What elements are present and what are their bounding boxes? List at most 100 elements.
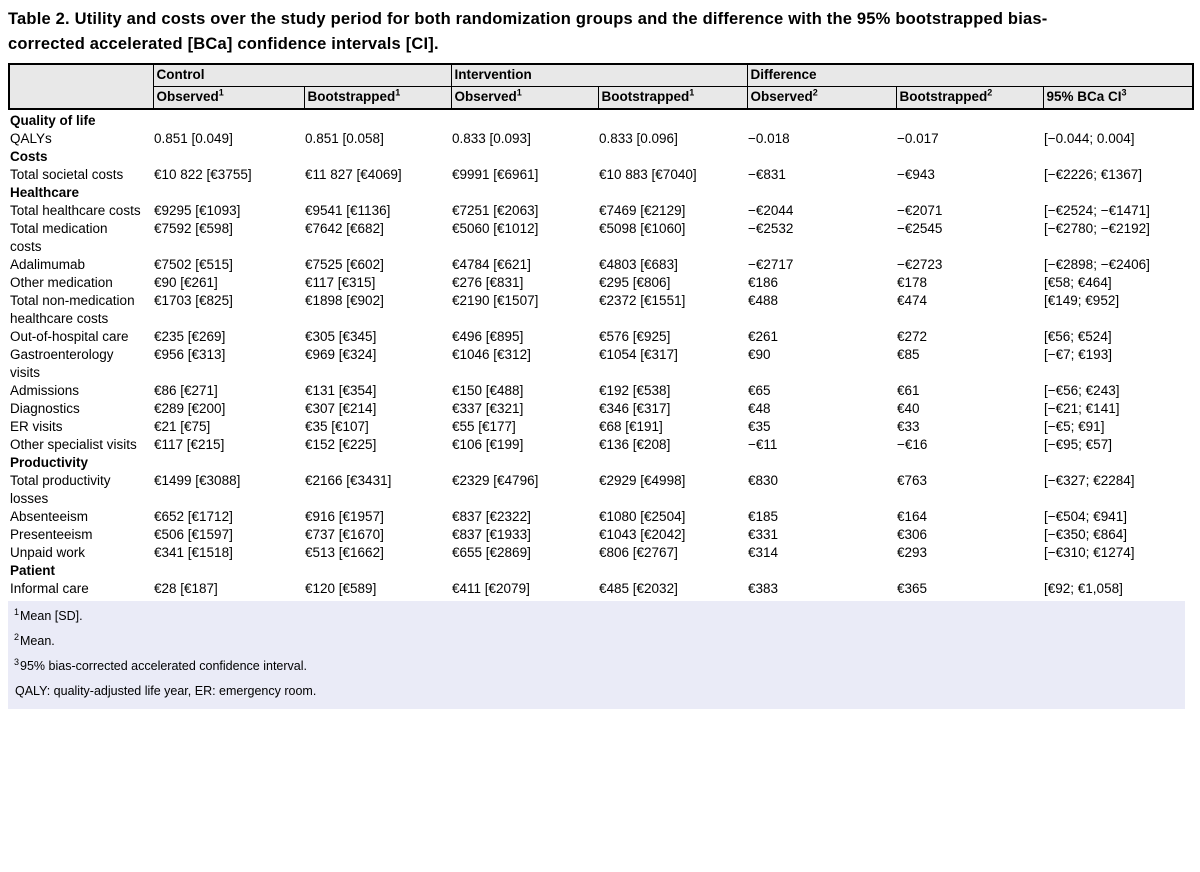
- cell-value: €956 [€313]: [154, 347, 226, 362]
- corner-cell: [8, 63, 154, 110]
- footnote-marker: 2: [812, 87, 818, 98]
- footnote-abbreviations: QALY: quality-adjusted life year, ER: em…: [14, 683, 1185, 700]
- footnote-marker: 1: [14, 606, 20, 617]
- cell-value: €5098 [€1060]: [599, 221, 686, 236]
- sub-header-row: Observed1 Bootstrapped1 Observed1 Bootst…: [9, 86, 1195, 110]
- row-label: Out-of-hospital care: [10, 329, 129, 344]
- col-header-control-observed: Observed1: [152, 86, 305, 110]
- cell-value: €513 [€1662]: [305, 545, 384, 560]
- cell-value: €28 [€187]: [154, 581, 218, 596]
- cell-value: €7525 [€602]: [305, 257, 384, 272]
- cell-value: €969 [€324]: [305, 347, 377, 362]
- cell-value: −€11: [748, 437, 778, 452]
- row-label: Informal care: [10, 581, 89, 596]
- cell-value: [−€7; €193]: [1044, 347, 1112, 362]
- footnote-bca: 395% bias-corrected accelerated confiden…: [14, 657, 1185, 675]
- col-header-label: Bootstrapped: [899, 89, 988, 104]
- table-row: Unpaid work €341 [€1518] €513 [€1662] €655 …: [9, 544, 1193, 562]
- table-row: Presenteeism €506 [€1597] €737 [€1670] €837…: [9, 526, 1193, 544]
- cell-value: −€2717: [748, 257, 794, 272]
- table-row: Other specialist visits €117 [€215] €152 […: [9, 436, 1193, 454]
- col-header-label: Observed: [750, 89, 813, 104]
- group-header-difference: Difference: [746, 63, 1195, 87]
- col-header-difference-observed: Observed2: [746, 86, 897, 110]
- cell-value: [−€504; €941]: [1044, 509, 1127, 524]
- cell-value: €10 822 [€3755]: [154, 167, 252, 182]
- cell-value: €4784 [€621]: [452, 257, 531, 272]
- cell-value: €488: [748, 293, 779, 308]
- col-header-intervention-bootstrapped: Bootstrapped1: [597, 86, 748, 110]
- table-row: Total healthcare costs €9295 [€1093] €9541…: [9, 202, 1193, 220]
- cell-value: €90: [748, 347, 771, 362]
- cell-value: €2190 [€1507]: [452, 293, 539, 308]
- cell-value: [−€310; €1274]: [1044, 545, 1135, 560]
- cell-value: €117 [€215]: [154, 437, 225, 452]
- row-label: Admissions: [10, 383, 80, 398]
- cell-value: [−€56; €243]: [1044, 383, 1120, 398]
- cell-value: €295 [€806]: [599, 275, 671, 290]
- cell-value: €506 [€1597]: [154, 527, 233, 542]
- row-label: QALYs: [10, 131, 52, 146]
- col-header-label: Observed: [454, 89, 517, 104]
- cell-value: €235 [€269]: [154, 329, 226, 344]
- footnote-marker: 1: [395, 87, 401, 98]
- cell-value: €737 [€1670]: [305, 527, 384, 542]
- cell-value: €7251 [€2063]: [452, 203, 539, 218]
- cell-value: €35: [748, 419, 771, 434]
- section-label: Patient: [10, 563, 56, 578]
- cell-value: €806 [€2767]: [599, 545, 678, 560]
- cell-value: [−€2226; €1367]: [1044, 167, 1142, 182]
- row-label: Diagnostics: [10, 401, 80, 416]
- cell-value: €383: [748, 581, 779, 596]
- cell-value: €106 [€199]: [452, 437, 524, 452]
- footnote-marker: 1: [516, 87, 522, 98]
- table-row: Total societal costs €10 822 [€3755] €11 8…: [9, 166, 1193, 184]
- row-label: Presenteeism: [10, 527, 93, 542]
- cell-value: €68 [€191]: [599, 419, 663, 434]
- table-row: Gastroenterology visits €956 [€313] €969 […: [9, 346, 1193, 382]
- cell-value: [−€2898; −€2406]: [1044, 257, 1150, 272]
- cell-value: −€2532: [748, 221, 794, 236]
- table-row: Other medication €90 [€261] €117 [€315] €27…: [9, 274, 1193, 292]
- section-row: Quality of life: [9, 109, 1193, 130]
- col-header-label: 95% BCa CI: [1046, 89, 1122, 104]
- table-row: Informal care €28 [€187] €120 [€589] €411 […: [9, 580, 1193, 598]
- cell-value: €337 [€321]: [452, 401, 524, 416]
- cell-value: 0.851 [0.058]: [305, 131, 384, 146]
- section-row: Healthcare: [9, 184, 1193, 202]
- group-header-row: Control Intervention Difference: [8, 63, 1195, 110]
- table-title: Table 2. Utility and costs over the stud…: [8, 10, 1048, 53]
- cell-value: €2166 [€3431]: [305, 473, 392, 488]
- col-header-difference-bootstrapped: Bootstrapped2: [895, 86, 1044, 110]
- cell-value: −€2545: [897, 221, 943, 236]
- cell-value: €5060 [€1012]: [452, 221, 539, 236]
- row-label: Adalimumab: [10, 257, 86, 272]
- cell-value: €306: [897, 527, 928, 542]
- cell-value: €314: [748, 545, 779, 560]
- cell-value: €120 [€589]: [305, 581, 377, 596]
- cell-value: €2929 [€4998]: [599, 473, 686, 488]
- footnote-text: Mean [SD].: [20, 609, 83, 623]
- cell-value: 0.833 [0.096]: [599, 131, 678, 146]
- cell-value: €655 [€2869]: [452, 545, 531, 560]
- cell-value: €7592 [€598]: [154, 221, 233, 236]
- cell-value: €830: [748, 473, 779, 488]
- cell-value: €186: [748, 275, 779, 290]
- table-header: Control Intervention Difference Observed…: [8, 63, 1195, 110]
- table-row: Admissions €86 [€271] €131 [€354] €150 [€48…: [9, 382, 1193, 400]
- cell-value: €293: [897, 545, 928, 560]
- cell-value: €40: [897, 401, 920, 416]
- section-row: Productivity: [9, 454, 1193, 472]
- table-row: ER visits €21 [€75] €35 [€107] €55 [€177] €6…: [9, 418, 1193, 436]
- cell-value: −€2044: [748, 203, 794, 218]
- cell-value: €136 [€208]: [599, 437, 671, 452]
- results-table: Control Intervention Difference Observed…: [8, 63, 1195, 598]
- cell-value: [−€21; €141]: [1044, 401, 1120, 416]
- cell-value: €1054 [€317]: [599, 347, 678, 362]
- cell-value: [−€2524; −€1471]: [1044, 203, 1150, 218]
- row-label: Gastroenterology visits: [10, 347, 114, 380]
- cell-value: €164: [897, 509, 928, 524]
- col-header-control-bootstrapped: Bootstrapped1: [303, 86, 452, 110]
- cell-value: [−€2780; −€2192]: [1044, 221, 1150, 236]
- row-label: ER visits: [10, 419, 63, 434]
